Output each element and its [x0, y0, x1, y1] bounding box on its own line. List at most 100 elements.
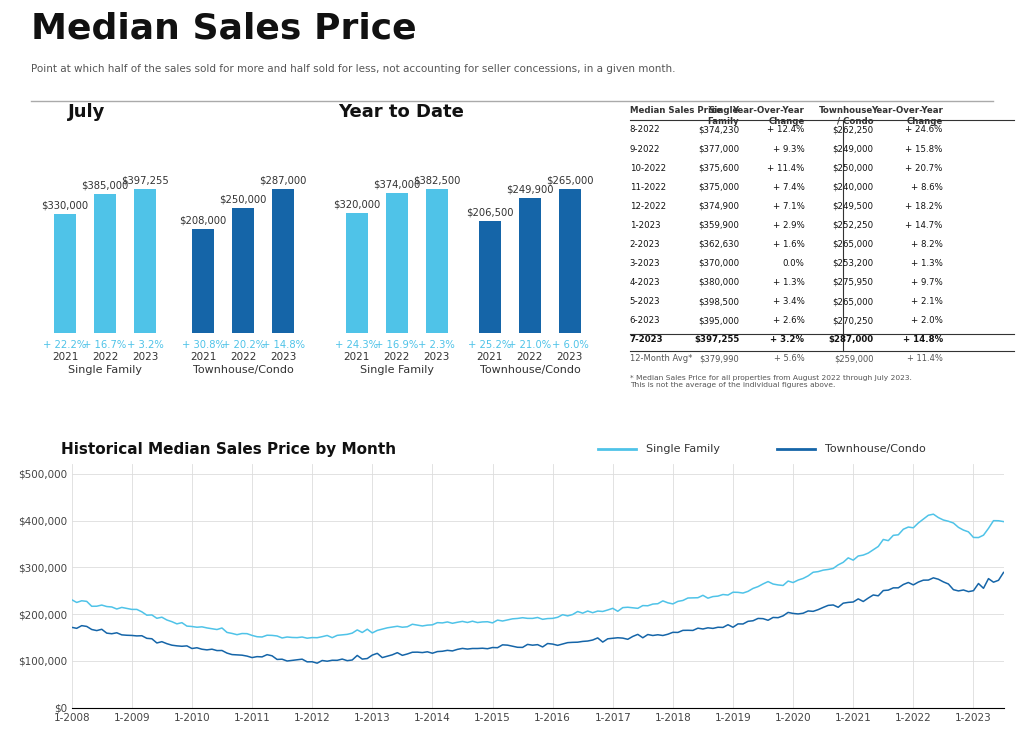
Bar [519, 198, 541, 333]
Text: $259,000: $259,000 [835, 354, 873, 363]
Text: + 22.2%: + 22.2% [43, 340, 87, 350]
Bar [232, 208, 254, 333]
Text: + 2.3%: + 2.3% [419, 340, 456, 350]
Text: $375,600: $375,600 [698, 163, 739, 172]
Text: 4-2023: 4-2023 [630, 278, 660, 287]
Text: + 8.6%: + 8.6% [910, 183, 943, 192]
Text: + 12.4%: + 12.4% [767, 125, 805, 134]
Text: Single Family: Single Family [645, 444, 720, 455]
Text: $249,000: $249,000 [833, 145, 873, 154]
Text: 7-2023: 7-2023 [630, 336, 664, 345]
Text: 2021: 2021 [52, 352, 78, 362]
Text: $330,000: $330,000 [41, 200, 88, 210]
Text: 2023: 2023 [132, 352, 158, 362]
Text: + 21.0%: + 21.0% [508, 340, 552, 350]
Text: + 9.3%: + 9.3% [773, 145, 805, 154]
Text: Townhouse/Condo: Townhouse/Condo [193, 365, 294, 375]
Text: $377,000: $377,000 [698, 145, 739, 154]
Text: 3-2023: 3-2023 [630, 259, 660, 268]
Text: + 16.9%: + 16.9% [375, 340, 419, 350]
Text: $362,630: $362,630 [698, 240, 739, 249]
Text: $265,000: $265,000 [833, 240, 873, 249]
Text: + 3.2%: + 3.2% [770, 336, 805, 345]
Text: Townhouse/Condo: Townhouse/Condo [479, 365, 581, 375]
Bar [94, 194, 116, 333]
Text: $374,000: $374,000 [373, 179, 421, 189]
Text: + 3.4%: + 3.4% [772, 297, 805, 306]
Text: 2021: 2021 [344, 352, 370, 362]
Text: + 7.1%: + 7.1% [772, 201, 805, 210]
Text: + 2.0%: + 2.0% [910, 316, 943, 325]
Text: 12-Month Avg*: 12-Month Avg* [630, 354, 692, 363]
Text: $250,000: $250,000 [219, 195, 267, 204]
Text: 2023: 2023 [557, 352, 583, 362]
Text: $374,900: $374,900 [698, 201, 739, 210]
Text: Year to Date: Year to Date [338, 103, 464, 121]
Text: + 1.6%: + 1.6% [772, 240, 805, 249]
Bar [386, 192, 408, 333]
Text: $265,000: $265,000 [833, 297, 873, 306]
Text: $287,000: $287,000 [259, 176, 307, 186]
Text: 5-2023: 5-2023 [630, 297, 660, 306]
Text: Historical Median Sales Price by Month: Historical Median Sales Price by Month [61, 442, 396, 457]
Text: + 2.6%: + 2.6% [772, 316, 805, 325]
Text: + 16.7%: + 16.7% [83, 340, 127, 350]
Text: 2022: 2022 [230, 352, 256, 362]
Text: 2022: 2022 [384, 352, 410, 362]
Text: $320,000: $320,000 [333, 199, 381, 210]
Text: * Median Sales Price for all properties from August 2022 through July 2023.
This: * Median Sales Price for all properties … [630, 375, 911, 388]
Bar [479, 221, 501, 333]
Text: + 2.1%: + 2.1% [910, 297, 943, 306]
Text: 0.0%: 0.0% [782, 259, 805, 268]
Text: + 14.8%: + 14.8% [902, 336, 943, 345]
Text: $275,950: $275,950 [833, 278, 873, 287]
Text: + 24.3%: + 24.3% [335, 340, 378, 350]
Bar [134, 189, 156, 333]
Text: Point at which half of the sales sold for more and half sold for less, not accou: Point at which half of the sales sold fo… [31, 64, 675, 73]
Text: $374,230: $374,230 [698, 125, 739, 134]
Text: + 25.2%: + 25.2% [468, 340, 512, 350]
Text: + 1.3%: + 1.3% [910, 259, 943, 268]
Text: Single Family: Single Family [359, 365, 434, 375]
Text: $385,000: $385,000 [81, 181, 129, 190]
Text: Single
Family: Single Family [708, 106, 739, 126]
Text: $359,900: $359,900 [698, 221, 739, 230]
Text: $240,000: $240,000 [833, 183, 873, 192]
Text: + 18.2%: + 18.2% [905, 201, 943, 210]
Text: + 2.9%: + 2.9% [773, 221, 805, 230]
Text: + 5.6%: + 5.6% [774, 354, 805, 363]
Text: 2022: 2022 [517, 352, 543, 362]
Text: $397,255: $397,255 [121, 176, 169, 186]
Text: + 14.8%: + 14.8% [262, 340, 305, 350]
Text: Single Family: Single Family [68, 365, 142, 375]
Text: $287,000: $287,000 [828, 336, 873, 345]
Text: 2023: 2023 [424, 352, 450, 362]
Text: + 3.2%: + 3.2% [127, 340, 164, 350]
Text: + 24.6%: + 24.6% [905, 125, 943, 134]
Text: + 7.4%: + 7.4% [772, 183, 805, 192]
Text: $270,250: $270,250 [833, 316, 873, 325]
Text: $206,500: $206,500 [466, 207, 514, 218]
Bar [559, 189, 581, 333]
Text: 10-2022: 10-2022 [630, 163, 666, 172]
Text: 12-2022: 12-2022 [630, 201, 666, 210]
Text: Year-Over-Year
Change: Year-Over-Year Change [732, 106, 805, 126]
Text: $370,000: $370,000 [698, 259, 739, 268]
Text: + 11.4%: + 11.4% [767, 163, 805, 172]
Text: + 30.8%: + 30.8% [182, 340, 224, 350]
Text: $380,000: $380,000 [698, 278, 739, 287]
Text: $379,990: $379,990 [699, 354, 739, 363]
Text: July: July [68, 103, 104, 121]
Text: + 14.7%: + 14.7% [905, 221, 943, 230]
Text: $382,500: $382,500 [413, 176, 461, 186]
Text: 8-2022: 8-2022 [630, 125, 660, 134]
Text: $262,250: $262,250 [833, 125, 873, 134]
Text: + 20.7%: + 20.7% [905, 163, 943, 172]
Bar [193, 229, 214, 333]
Text: 9-2022: 9-2022 [630, 145, 660, 154]
Text: $249,500: $249,500 [833, 201, 873, 210]
Text: 2023: 2023 [270, 352, 296, 362]
Text: $397,255: $397,255 [694, 336, 739, 345]
Text: Median Sales Price: Median Sales Price [31, 12, 417, 46]
Text: Median Sales Price: Median Sales Price [630, 106, 722, 115]
